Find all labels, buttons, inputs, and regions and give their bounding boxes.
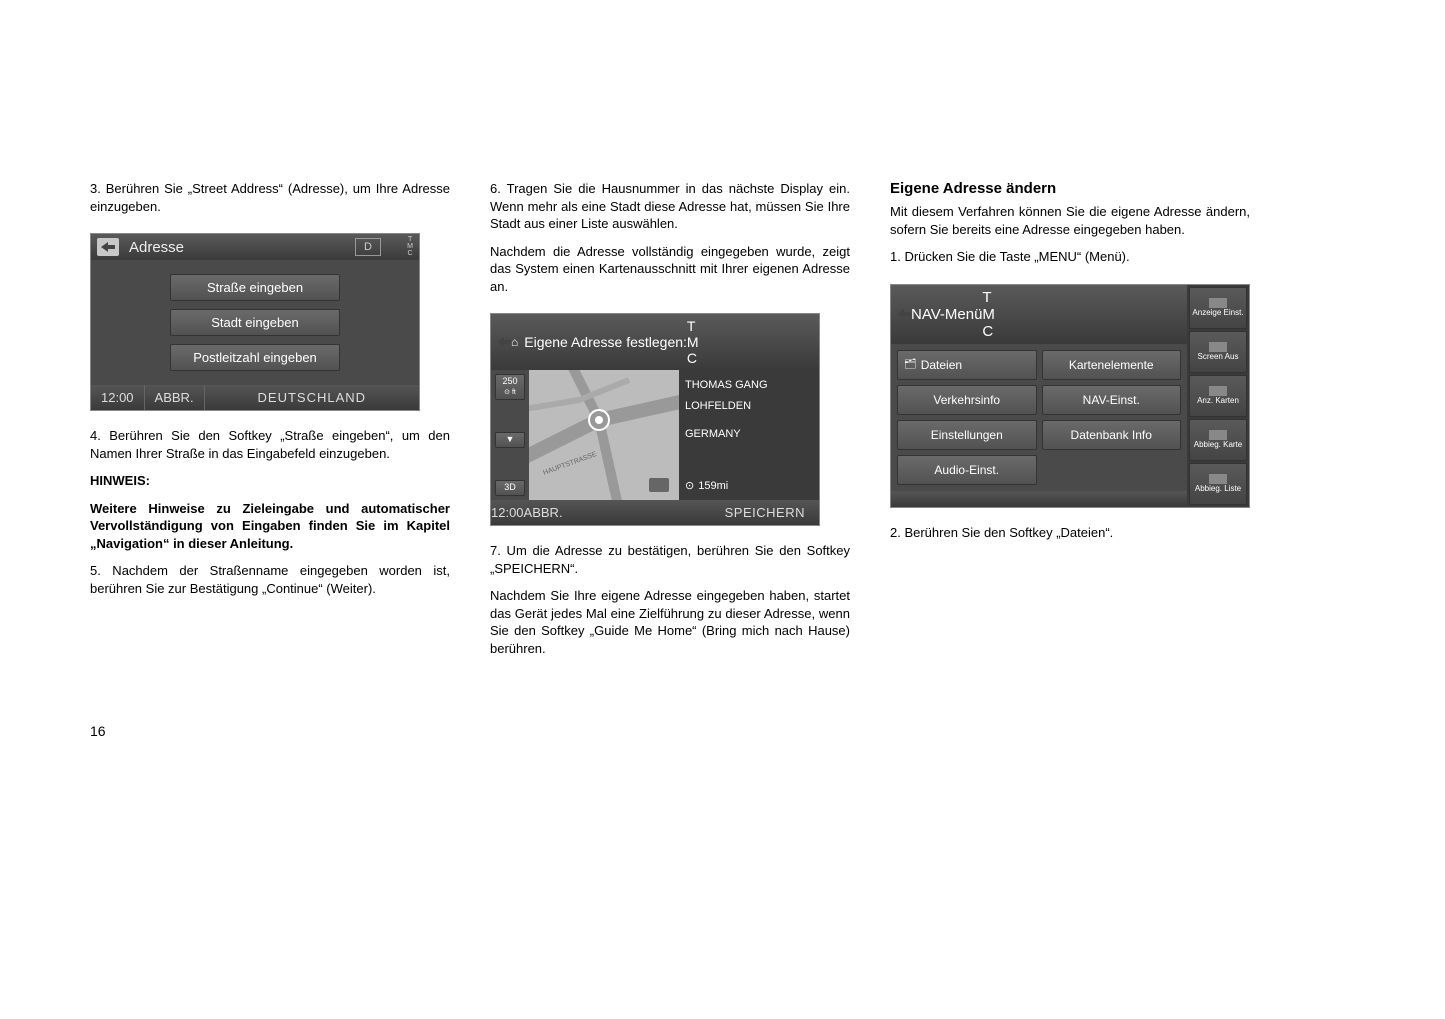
section-heading: Eigene Adresse ändern: [890, 180, 1250, 197]
map-view[interactable]: HAUPTSTRASSE: [529, 370, 679, 500]
back-arrow-icon[interactable]: [897, 306, 911, 323]
dateien-button[interactable]: 🗂 Dateien: [897, 350, 1037, 380]
step-3-text: 3. Berühren Sie „Street Address“ (Adress…: [90, 180, 450, 215]
step-4-text: 4. Berühren Sie den Softkey „Straße eing…: [90, 427, 450, 462]
distance-label: ⊙ 159mi: [685, 479, 813, 492]
step-7-text: 7. Um die Adresse zu bestätigen, berühre…: [490, 542, 850, 577]
target-icon: ⊙: [685, 479, 694, 492]
kartenelemente-button[interactable]: Kartenelemente: [1042, 350, 1182, 380]
plz-eingeben-button[interactable]: Postleitzahl eingeben: [170, 344, 340, 371]
col2-p4: Nachdem Sie Ihre eigene Adresse eingegeb…: [490, 587, 850, 657]
ss1-d-indicator: D: [355, 238, 381, 256]
screen-icon: [1209, 342, 1227, 352]
tmc-indicator: TMC: [687, 318, 699, 366]
display-icon: [1209, 298, 1227, 308]
ss1-time: 12:00: [91, 385, 145, 410]
screenshot-nav-menu: NAV-Menü TMC 🗂 Dateien Kartenelemente Ve…: [890, 284, 1250, 508]
anzeige-einst-button[interactable]: Anzeige Einst.: [1189, 287, 1247, 329]
hint-label: HINWEIS:: [90, 472, 450, 490]
ss2-sidebar: 250 ⊙ ft ▼ 3D: [491, 370, 529, 500]
ss3-title: NAV-Menü: [911, 306, 982, 323]
abbieg-liste-button[interactable]: Abbieg. Liste: [1189, 463, 1247, 505]
hint-text: Weitere Hinweise zu Zieleingabe und auto…: [90, 500, 450, 553]
back-arrow-icon[interactable]: [97, 238, 119, 256]
ss1-body: Straße eingeben Stadt eingeben Postleitz…: [91, 260, 419, 385]
col3-step-2: 2. Berühren Sie den Softkey „Dateien“.: [890, 524, 1250, 542]
home-icon: ⌂: [511, 335, 518, 349]
ss3-footer: [891, 491, 1187, 507]
page-number: 16: [90, 723, 106, 739]
strasse-eingeben-button[interactable]: Straße eingeben: [170, 274, 340, 301]
abbieg-karte-button[interactable]: Abbieg. Karte: [1189, 419, 1247, 461]
ss1-country: DEUTSCHLAND: [205, 385, 419, 410]
col3-p1: Mit diesem Verfahren können Sie die eige…: [890, 203, 1250, 238]
column-2: 6. Tragen Sie die Hausnummer in das näch…: [490, 180, 850, 668]
stadt-eingeben-button[interactable]: Stadt eingeben: [170, 309, 340, 336]
tmc-indicator: TMC: [982, 289, 995, 340]
scale-button[interactable]: 250 ⊙ ft: [495, 374, 525, 400]
ss2-body: 250 ⊙ ft ▼ 3D HAUPTSTRASSE: [491, 370, 819, 500]
maps-icon: [1209, 386, 1227, 396]
col2-p2: Nachdem die Adresse vollständig eingegeb…: [490, 243, 850, 296]
col3-step-1: 1. Drücken Sie die Taste „MENU“ (Menü).: [890, 248, 1250, 266]
einstellungen-button[interactable]: Einstellungen: [897, 420, 1037, 450]
turn-list-icon: [1209, 474, 1227, 484]
ss1-header: Adresse D TMC: [91, 234, 419, 260]
speichern-button[interactable]: SPEICHERN: [711, 500, 819, 525]
ss2-footer: 12:00 ABBR. SPEICHERN: [491, 500, 819, 525]
screenshot-adresse: Adresse D TMC Straße eingeben Stadt eing…: [90, 233, 420, 411]
ss2-time: 12:00: [491, 505, 524, 520]
step-6-text: 6. Tragen Sie die Hausnummer in das näch…: [490, 180, 850, 233]
tmc-indicator: TMC: [407, 236, 413, 257]
back-arrow-icon[interactable]: [497, 334, 511, 350]
turn-map-icon: [1209, 430, 1227, 440]
3d-button[interactable]: 3D: [495, 480, 525, 496]
ss2-abbr-button[interactable]: ABBR.: [524, 505, 563, 520]
ss1-abbr-button[interactable]: ABBR.: [145, 385, 205, 410]
addr-city: LOHFELDEN: [685, 399, 813, 413]
addr-street: THOMAS GANG: [685, 378, 813, 392]
ss3-header: NAV-Menü TMC: [891, 285, 1187, 344]
ss2-header: ⌂ Eigene Adresse festlegen: TMC: [491, 314, 819, 370]
column-1: 3. Berühren Sie „Street Address“ (Adress…: [90, 180, 450, 668]
addr-country: GERMANY: [685, 427, 813, 441]
nav-einst-button[interactable]: NAV-Einst.: [1042, 385, 1182, 415]
file-icon: 🗂: [904, 359, 917, 370]
ss2-address-panel: THOMAS GANG LOHFELDEN GERMANY ⊙ 159mi: [679, 370, 819, 500]
column-3: Eigene Adresse ändern Mit diesem Verfahr…: [890, 180, 1250, 668]
ss3-body: 🗂 Dateien Kartenelemente Verkehrsinfo NA…: [891, 344, 1187, 491]
down-button[interactable]: ▼: [495, 432, 525, 448]
audio-einst-button[interactable]: Audio-Einst.: [897, 455, 1037, 485]
ss1-footer: 12:00 ABBR. DEUTSCHLAND: [91, 385, 419, 410]
anz-karten-button[interactable]: Anz. Karten: [1189, 375, 1247, 417]
ss3-sidebar: Anzeige Einst. Screen Aus Anz. Karten Ab…: [1187, 285, 1249, 507]
screenshot-map: ⌂ Eigene Adresse festlegen: TMC 250 ⊙ ft…: [490, 313, 820, 526]
datenbank-info-button[interactable]: Datenbank Info: [1042, 420, 1182, 450]
ss2-title: Eigene Adresse festlegen:: [524, 334, 687, 350]
step-5-text: 5. Nachdem der Straßenname eingegeben wo…: [90, 562, 450, 597]
ss1-title: Adresse: [129, 239, 184, 256]
screen-aus-button[interactable]: Screen Aus: [1189, 331, 1247, 373]
verkehrsinfo-button[interactable]: Verkehrsinfo: [897, 385, 1037, 415]
